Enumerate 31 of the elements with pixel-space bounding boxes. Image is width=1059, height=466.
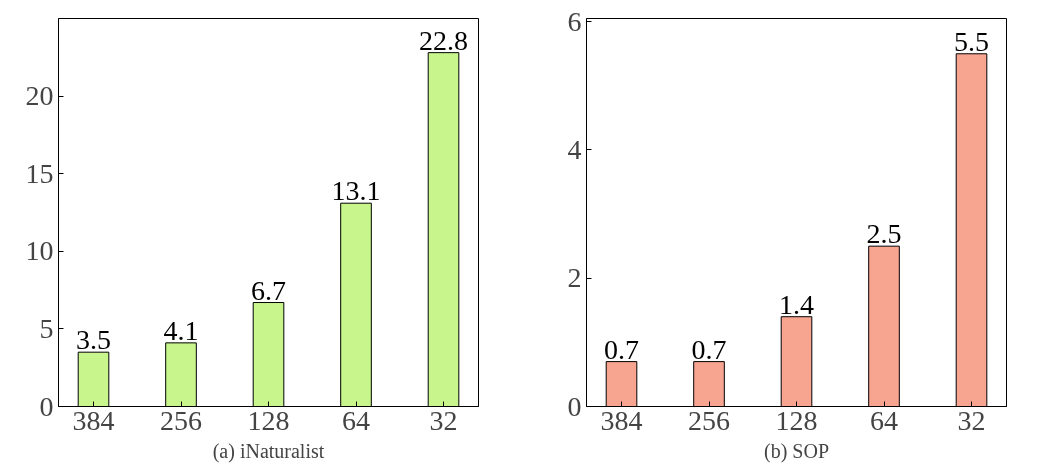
data-label: 6.7 <box>251 274 286 306</box>
x-tick-label: 128 <box>775 404 818 436</box>
y-tick-label: 6 <box>567 5 582 37</box>
data-label: 4.1 <box>163 314 199 346</box>
y-tick-label: 4 <box>567 133 582 165</box>
data-label: 3.5 <box>76 324 111 356</box>
y-tick-label: 5 <box>39 312 54 344</box>
x-tick-label: 64 <box>342 404 370 436</box>
y-tick-label: 0 <box>39 390 54 422</box>
data-label: 0.7 <box>691 333 727 365</box>
x-tick-label: 64 <box>870 404 898 436</box>
text: (a) iNaturalist <box>212 439 325 463</box>
x-tick-label: 256 <box>160 404 202 436</box>
y-tick-label: 2 <box>567 262 582 294</box>
text: (b) SOP <box>764 439 830 463</box>
data-label: 22.8 <box>419 24 468 56</box>
data-label: 1.4 <box>779 288 814 320</box>
x-tick-label: 32 <box>429 404 458 436</box>
data-label: 2.5 <box>866 218 902 250</box>
data-label: 5.5 <box>954 25 989 57</box>
y-tick-label: 15 <box>25 157 54 189</box>
data-label: 13.1 <box>331 175 381 207</box>
x-tick-label: 384 <box>600 404 643 436</box>
x-tick-label: 32 <box>957 404 986 436</box>
x-tick-label: 384 <box>72 404 115 436</box>
data-label: 0.7 <box>604 333 639 365</box>
x-tick-label: 128 <box>247 404 290 436</box>
y-tick-label: 20 <box>25 80 54 112</box>
y-tick-label: 10 <box>25 235 54 267</box>
y-tick-label: 0 <box>567 390 582 422</box>
x-tick-label: 256 <box>688 404 730 436</box>
